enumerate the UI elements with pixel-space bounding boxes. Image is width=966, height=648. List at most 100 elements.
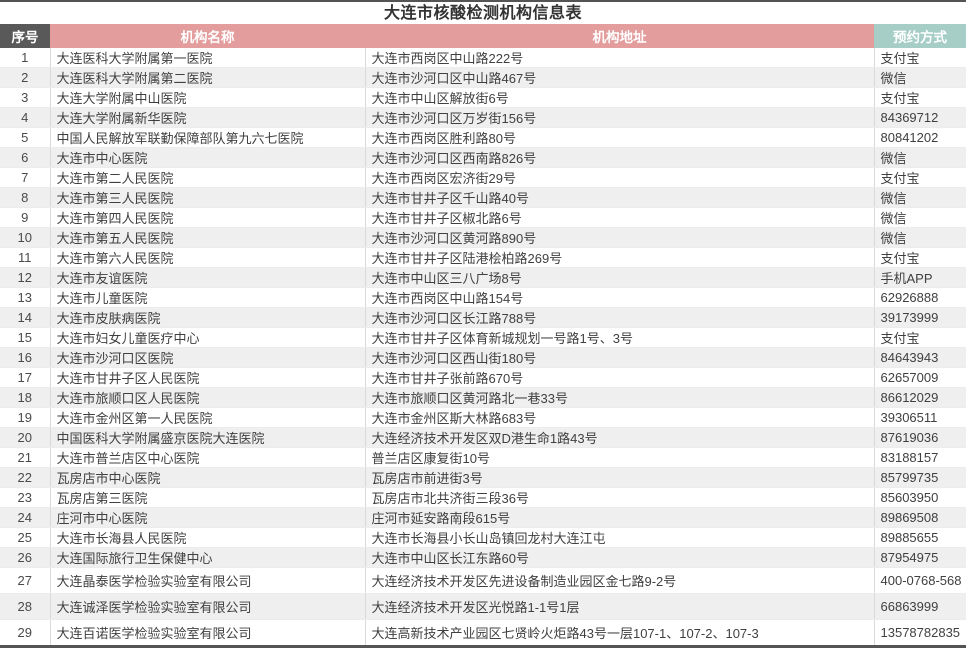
cell-address: 大连市西岗区宏济街29号	[365, 167, 875, 188]
table-row: 3 大连大学附属中山医院 大连市中山区解放街6号 支付宝	[0, 87, 966, 108]
table-row: 14 大连市皮肤病医院 大连市沙河口区长江路788号 39173999	[0, 307, 966, 328]
table-row: 12 大连市友谊医院 大连市中山区三八广场8号 手机APP	[0, 267, 966, 288]
cell-no: 13	[0, 287, 51, 308]
cell-booking: 微信	[874, 187, 966, 208]
cell-address: 普兰店区康复街10号	[365, 447, 875, 468]
cell-no: 22	[0, 467, 51, 488]
table-row: 4 大连大学附属新华医院 大连市沙河口区万岁街156号 84369712	[0, 107, 966, 128]
cell-name: 大连市友谊医院	[50, 267, 366, 288]
cell-booking: 86612029	[874, 387, 966, 408]
cell-no: 18	[0, 387, 51, 408]
table-row: 27 大连晶泰医学检验实验室有限公司 大连经济技术开发区先进设备制造业园区金七路9-…	[0, 567, 966, 595]
header-row: 序号 机构名称 机构地址 预约方式	[0, 24, 966, 48]
table-row: 23 瓦房店第三医院 瓦房店市北共济街三段36号 85603950	[0, 487, 966, 508]
cell-no: 1	[0, 48, 51, 68]
cell-no: 29	[0, 619, 51, 647]
cell-booking: 400-0768-568	[874, 567, 966, 595]
cell-address: 大连经济技术开发区先进设备制造业园区金七路9-2号	[365, 567, 875, 595]
cell-no: 21	[0, 447, 51, 468]
cell-no: 5	[0, 127, 51, 148]
cell-no: 17	[0, 367, 51, 388]
cell-address: 大连市西岗区中山路222号	[365, 48, 875, 68]
table-body: 1 大连医科大学附属第一医院 大连市西岗区中山路222号 支付宝 2 大连医科大学附属第二…	[0, 48, 966, 647]
cell-address: 大连市金州区斯大林路683号	[365, 407, 875, 428]
header-cell-address: 机构地址	[365, 24, 874, 48]
cell-booking: 87619036	[874, 427, 966, 448]
cell-booking: 85799735	[874, 467, 966, 488]
cell-name: 瓦房店第三医院	[50, 487, 366, 508]
cell-name: 大连大学附属中山医院	[50, 87, 366, 108]
cell-name: 庄河市中心医院	[50, 507, 366, 528]
cell-no: 23	[0, 487, 51, 508]
table-row: 11 大连市第六人民医院 大连市甘井子区陆港桧柏路269号 支付宝	[0, 247, 966, 268]
table-row: 8 大连市第三人民医院 大连市甘井子区千山路40号 微信	[0, 187, 966, 208]
cell-name: 大连市普兰店区中心医院	[50, 447, 366, 468]
cell-address: 大连市中山区三八广场8号	[365, 267, 875, 288]
cell-booking: 13578782835	[874, 619, 966, 647]
cell-address: 大连市甘井子区椒北路6号	[365, 207, 875, 228]
cell-address: 大连市甘井子区陆港桧柏路269号	[365, 247, 875, 268]
cell-booking: 微信	[874, 227, 966, 248]
cell-address: 大连市沙河口区西山街180号	[365, 347, 875, 368]
cell-name: 大连市甘井子区人民医院	[50, 367, 366, 388]
table-row: 16 大连市沙河口区医院 大连市沙河口区西山街180号 84643943	[0, 347, 966, 368]
cell-booking: 支付宝	[874, 167, 966, 188]
cell-name: 大连医科大学附属第一医院	[50, 48, 366, 68]
cell-address: 大连市西岗区中山路154号	[365, 287, 875, 308]
cell-booking: 89885655	[874, 527, 966, 548]
cell-no: 2	[0, 67, 51, 88]
table-row: 5 中国人民解放军联勤保障部队第九六七医院 大连市西岗区胜利路80号 80841202	[0, 127, 966, 148]
cell-name: 大连医科大学附属第二医院	[50, 67, 366, 88]
table-row: 15 大连市妇女儿童医疗中心 大连市甘井子区体育新城规划一号路1号、3号 支付宝	[0, 327, 966, 348]
cell-name: 瓦房店市中心医院	[50, 467, 366, 488]
cell-name: 大连百诺医学检验实验室有限公司	[50, 619, 366, 647]
table-row: 26 大连国际旅行卫生保健中心 大连市中山区长江东路60号 87954975	[0, 547, 966, 568]
cell-address: 庄河市延安路南段615号	[365, 507, 875, 528]
cell-booking: 39306511	[874, 407, 966, 428]
cell-no: 24	[0, 507, 51, 528]
cell-address: 大连市旅顺口区黄河路北一巷33号	[365, 387, 875, 408]
cell-booking: 66863999	[874, 593, 966, 621]
cell-address: 瓦房店市北共济街三段36号	[365, 487, 875, 508]
cell-address: 大连市中山区长江东路60号	[365, 547, 875, 568]
cell-booking: 微信	[874, 147, 966, 168]
cell-name: 大连市旅顺口区人民医院	[50, 387, 366, 408]
cell-no: 27	[0, 567, 51, 595]
cell-no: 15	[0, 327, 51, 348]
cell-name: 大连诚泽医学检验实验室有限公司	[50, 593, 366, 621]
cell-booking: 手机APP	[874, 267, 966, 288]
cell-booking: 支付宝	[874, 327, 966, 348]
cell-booking: 支付宝	[874, 247, 966, 268]
cell-booking: 62926888	[874, 287, 966, 308]
cell-booking: 支付宝	[874, 48, 966, 68]
table-row: 9 大连市第四人民医院 大连市甘井子区椒北路6号 微信	[0, 207, 966, 228]
cell-booking: 62657009	[874, 367, 966, 388]
cell-no: 28	[0, 593, 51, 621]
cell-address: 大连市沙河口区万岁街156号	[365, 107, 875, 128]
cell-name: 大连市第四人民医院	[50, 207, 366, 228]
table-row: 29 大连百诺医学检验实验室有限公司 大连高新技术产业园区七贤岭火炬路43号一层10…	[0, 619, 966, 647]
cell-name: 大连市第五人民医院	[50, 227, 366, 248]
table-row: 18 大连市旅顺口区人民医院 大连市旅顺口区黄河路北一巷33号 86612029	[0, 387, 966, 408]
cell-booking: 87954975	[874, 547, 966, 568]
institutions-table: 序号 机构名称 机构地址 预约方式 1 大连医科大学附属第一医院 大连市西岗区中山路…	[0, 24, 966, 648]
cell-address: 瓦房店市前进街3号	[365, 467, 875, 488]
cell-address: 大连经济技术开发区光悦路1-1号1层	[365, 593, 875, 621]
table-row: 2 大连医科大学附属第二医院 大连市沙河口区中山路467号 微信	[0, 67, 966, 88]
table-row: 28 大连诚泽医学检验实验室有限公司 大连经济技术开发区光悦路1-1号1层 66863…	[0, 593, 966, 621]
cell-name: 大连市妇女儿童医疗中心	[50, 327, 366, 348]
table-row: 25 大连市长海县人民医院 大连市长海县小长山岛镇回龙村大连江屯 89885655	[0, 527, 966, 548]
cell-no: 3	[0, 87, 51, 108]
cell-no: 25	[0, 527, 51, 548]
cell-no: 4	[0, 107, 51, 128]
cell-no: 26	[0, 547, 51, 568]
cell-booking: 84643943	[874, 347, 966, 368]
cell-no: 8	[0, 187, 51, 208]
cell-name: 大连市长海县人民医院	[50, 527, 366, 548]
table-row: 17 大连市甘井子区人民医院 大连市甘井子张前路670号 62657009	[0, 367, 966, 388]
cell-name: 大连国际旅行卫生保健中心	[50, 547, 366, 568]
cell-address: 大连市中山区解放街6号	[365, 87, 875, 108]
cell-name: 大连市第二人民医院	[50, 167, 366, 188]
cell-booking: 85603950	[874, 487, 966, 508]
